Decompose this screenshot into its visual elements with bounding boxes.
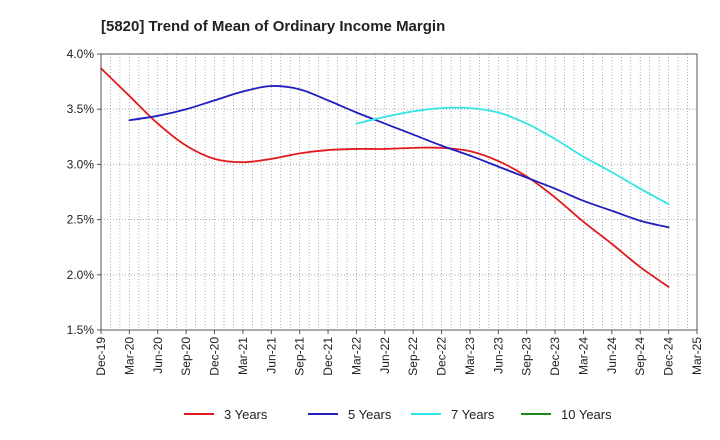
y-tick-label: 2.5% — [67, 213, 95, 227]
x-tick-label: Dec-22 — [435, 337, 449, 376]
x-tick-label: Dec-21 — [321, 337, 335, 376]
x-tick-label: Sep-23 — [520, 337, 534, 376]
x-tick-label: Dec-19 — [94, 337, 108, 376]
x-tick-label: Sep-24 — [633, 337, 647, 376]
series-line-3 — [355, 106, 670, 206]
y-tick-label: 3.5% — [67, 102, 95, 116]
x-tick-label: Sep-22 — [406, 337, 420, 376]
x-tick-label: Mar-24 — [576, 337, 590, 375]
legend-label: 7 Years — [451, 407, 495, 422]
y-tick-label: 1.5% — [67, 323, 95, 337]
series-lines — [100, 67, 670, 288]
x-tick-label: Jun-20 — [151, 337, 165, 374]
legend-label: 3 Years — [224, 407, 268, 422]
y-tick-label: 3.0% — [67, 157, 95, 171]
x-tick-label: Jun-24 — [605, 337, 619, 374]
grid — [101, 54, 697, 330]
legend-label: 5 Years — [348, 407, 392, 422]
x-tick-label: Jun-22 — [378, 337, 392, 374]
x-tick-label: Mar-22 — [349, 337, 363, 375]
plot-frame — [100, 53, 698, 331]
x-tick-label: Dec-20 — [208, 337, 222, 376]
x-tick-label: Mar-21 — [236, 337, 250, 375]
series-line-2 — [128, 85, 670, 229]
y-tick-label: 4.0% — [67, 47, 95, 61]
x-tick-label: Sep-20 — [179, 337, 193, 376]
x-tick-label: Mar-25 — [690, 337, 704, 375]
legend: 3 Years 5 Years 7 Years 10 Years — [184, 407, 612, 422]
y-tick-label: 2.0% — [67, 268, 95, 282]
y-axis-ticks: 1.5% 2.0% 2.5% 3.0% 3.5% 4.0% — [67, 47, 101, 337]
x-tick-label: Mar-20 — [122, 337, 136, 375]
x-tick-label: Dec-23 — [548, 337, 562, 376]
x-axis-ticks: Dec-19 Mar-20 Jun-20 Sep-20 Dec-20 Mar-21 Jun-… — [94, 330, 704, 376]
x-tick-label: Sep-21 — [293, 337, 307, 376]
x-tick-label: Mar-23 — [463, 337, 477, 375]
x-tick-label: Jun-21 — [264, 337, 278, 374]
chart-title: [5820] Trend of Mean of Ordinary Income … — [101, 18, 445, 35]
x-tick-label: Dec-24 — [662, 337, 676, 376]
series-line-1 — [100, 67, 670, 288]
legend-label: 10 Years — [561, 407, 612, 422]
x-tick-label: Jun-23 — [491, 337, 505, 374]
